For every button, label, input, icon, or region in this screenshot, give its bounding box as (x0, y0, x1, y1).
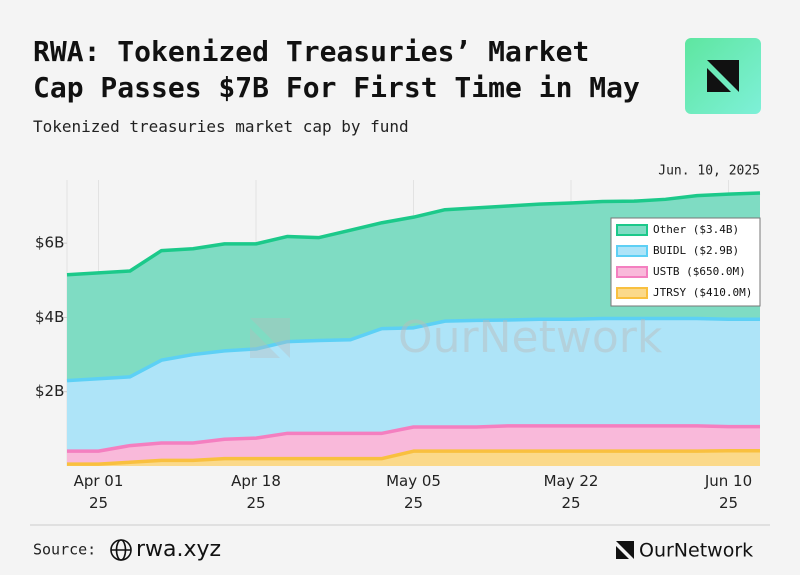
x-tick-label: May 22 25 (543, 472, 599, 512)
area-line (66, 316, 760, 383)
brand: OurNetwork (639, 540, 753, 562)
legend-label: BUIDL ($2.9B) (653, 244, 739, 257)
x-tick-label: Apr 01 25 (73, 472, 124, 512)
plot-area: $2B $4B $6B (35, 180, 761, 466)
area-line (67, 424, 760, 453)
legend-label: JTRSY ($410.0M) (653, 286, 752, 299)
legend-swatch (616, 224, 648, 236)
x-tick-label: Apr 18 25 (231, 472, 281, 512)
source-name: rwa.xyz (136, 537, 221, 562)
area-line (66, 191, 761, 277)
source-label: Source: (33, 541, 96, 559)
x-tick-label: May 05 25 (386, 472, 441, 512)
legend-label: USTB ($650.0M) (653, 265, 746, 278)
y-tick-label: $2B (35, 382, 64, 400)
area-fill (67, 318, 760, 452)
logo (685, 38, 761, 114)
y-tick-label: $6B (35, 234, 64, 252)
annotation: Jun. 10, 2025 (658, 164, 760, 179)
area-line (67, 449, 760, 466)
area-fill (67, 450, 760, 466)
legend-swatch (616, 245, 648, 257)
watermark: OurNetwork (398, 312, 663, 363)
brand-icon (616, 541, 634, 559)
globe-icon (110, 539, 132, 561)
x-tick-label: Jun 10 25 (704, 472, 753, 512)
chart-subtitle: Tokenized treasuries market cap by fund (33, 117, 409, 136)
legend-label: Other ($3.4B) (653, 223, 739, 236)
legend-swatch (616, 287, 648, 299)
area-fill (67, 193, 760, 381)
watermark-icon (250, 318, 290, 358)
chart-title: RWA: Tokenized Treasuries’ Market Cap Pa… (33, 35, 640, 104)
area-fill (67, 425, 760, 465)
y-tick-label: $4B (35, 308, 64, 326)
legend-swatch (616, 266, 648, 278)
